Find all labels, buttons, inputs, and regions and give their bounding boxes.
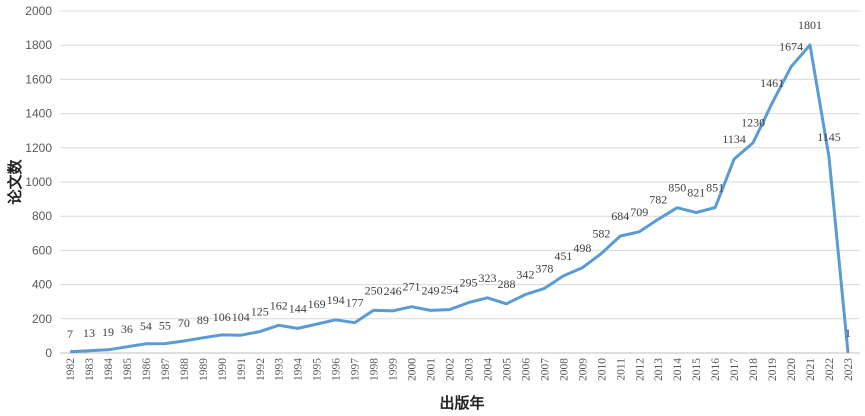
y-tick-label: 0 xyxy=(45,346,52,360)
data-label: 782 xyxy=(649,192,667,206)
x-tick-label: 1997 xyxy=(350,358,362,381)
x-tick-label: 2001 xyxy=(426,358,438,381)
x-tick-label: 1991 xyxy=(236,358,248,381)
x-tick-label: 1985 xyxy=(122,358,134,381)
x-tick-label: 1992 xyxy=(255,358,267,381)
data-label: 106 xyxy=(213,310,231,324)
x-tick-label: 2023 xyxy=(843,358,855,381)
x-tick-label: 2007 xyxy=(539,358,551,381)
data-label: 378 xyxy=(535,261,553,275)
x-tick-label: 2010 xyxy=(596,358,608,381)
x-tick-label: 2020 xyxy=(786,358,798,381)
y-tick-label: 1400 xyxy=(25,107,52,121)
data-label: 177 xyxy=(346,296,364,310)
x-axis-title: 出版年 xyxy=(439,394,484,412)
y-tick-label: 1000 xyxy=(25,175,52,189)
data-label: 1674 xyxy=(779,40,803,54)
data-label: 104 xyxy=(232,310,250,324)
x-tick-label: 2003 xyxy=(463,358,475,381)
data-label: 162 xyxy=(270,298,288,312)
x-tick-label: 2000 xyxy=(407,358,419,381)
x-tick-label: 1988 xyxy=(179,358,191,381)
data-label: 125 xyxy=(251,305,269,319)
data-label: 323 xyxy=(478,271,496,285)
data-label: 821 xyxy=(687,186,705,200)
x-tick-label: 2013 xyxy=(653,358,665,381)
x-tick-label: 2012 xyxy=(634,358,646,381)
data-label: 89 xyxy=(197,313,209,327)
data-label: 169 xyxy=(308,297,326,311)
data-label: 1461 xyxy=(760,76,784,90)
data-label: 254 xyxy=(441,283,459,297)
data-label: 342 xyxy=(516,268,534,282)
data-label: 582 xyxy=(592,226,610,240)
x-tick-label: 2018 xyxy=(748,358,760,381)
data-label: 498 xyxy=(573,241,591,255)
data-label: 54 xyxy=(140,319,152,333)
data-label: 1134 xyxy=(722,132,746,146)
x-tick-label: 1982 xyxy=(65,358,77,381)
x-tick-label: 1989 xyxy=(198,358,210,381)
x-tick-label: 2014 xyxy=(672,358,684,381)
data-label: 271 xyxy=(403,280,421,294)
x-tick-label: 2019 xyxy=(767,358,779,381)
x-tick-label: 2016 xyxy=(710,358,722,381)
data-label: 36 xyxy=(121,322,133,336)
x-tick-label: 2008 xyxy=(558,358,570,381)
data-label: 7 xyxy=(67,327,73,341)
x-tick-label: 1993 xyxy=(274,358,286,381)
data-label: 709 xyxy=(630,205,648,219)
y-tick-label: 200 xyxy=(32,312,52,326)
x-tick-label: 2006 xyxy=(520,358,532,381)
data-label: 850 xyxy=(668,181,686,195)
data-label: 19 xyxy=(102,325,114,339)
y-tick-label: 600 xyxy=(32,243,52,257)
x-tick-label: 2021 xyxy=(805,358,817,381)
data-label: 249 xyxy=(422,283,440,297)
x-tick-label: 1996 xyxy=(331,358,343,381)
series-line xyxy=(69,43,850,354)
data-label: 250 xyxy=(365,283,383,297)
y-tick-label: 1200 xyxy=(25,141,52,155)
y-tick-label: 1800 xyxy=(25,38,52,52)
y-tick-label: 800 xyxy=(32,209,52,223)
data-label: 288 xyxy=(497,277,515,291)
x-tick-label: 2002 xyxy=(445,358,457,381)
data-label: 55 xyxy=(159,319,171,333)
x-tick-label: 2017 xyxy=(729,358,741,381)
data-label: 13 xyxy=(83,326,95,340)
x-tick-label: 1984 xyxy=(103,358,115,381)
y-tick-label: 2000 xyxy=(25,4,52,18)
x-tick-label: 2009 xyxy=(577,358,589,381)
data-label: 1801 xyxy=(798,18,822,32)
data-label: 144 xyxy=(289,301,307,315)
x-tick-label: 2004 xyxy=(482,358,494,381)
x-tick-label: 1998 xyxy=(369,358,381,381)
x-tick-label: 1994 xyxy=(293,358,305,381)
data-label: 246 xyxy=(384,284,402,298)
x-tick-label: 2005 xyxy=(501,358,513,381)
x-tick-label: 2022 xyxy=(824,358,836,381)
data-label: 1 xyxy=(845,326,851,340)
y-tick-label: 400 xyxy=(32,278,52,292)
data-label: 451 xyxy=(554,249,572,263)
data-label: 684 xyxy=(611,209,629,223)
x-tick-label: 1995 xyxy=(312,358,324,381)
data-label: 70 xyxy=(178,316,190,330)
x-tick-label: 1987 xyxy=(160,358,172,381)
x-tick-label: 1986 xyxy=(141,358,153,381)
data-label: 1230 xyxy=(741,116,765,130)
x-tick-label: 1999 xyxy=(388,358,400,381)
data-label: 1145 xyxy=(817,130,841,144)
y-axis-title: 论文数 xyxy=(6,159,24,205)
x-tick-label: 2011 xyxy=(615,358,627,381)
x-tick-label: 1983 xyxy=(84,358,96,381)
x-tick-label: 2015 xyxy=(691,358,703,381)
data-label: 851 xyxy=(706,180,724,194)
data-label: 295 xyxy=(459,276,477,290)
x-tick-label: 1990 xyxy=(217,358,229,381)
y-tick-label: 1600 xyxy=(25,72,52,86)
data-label: 194 xyxy=(327,293,345,307)
